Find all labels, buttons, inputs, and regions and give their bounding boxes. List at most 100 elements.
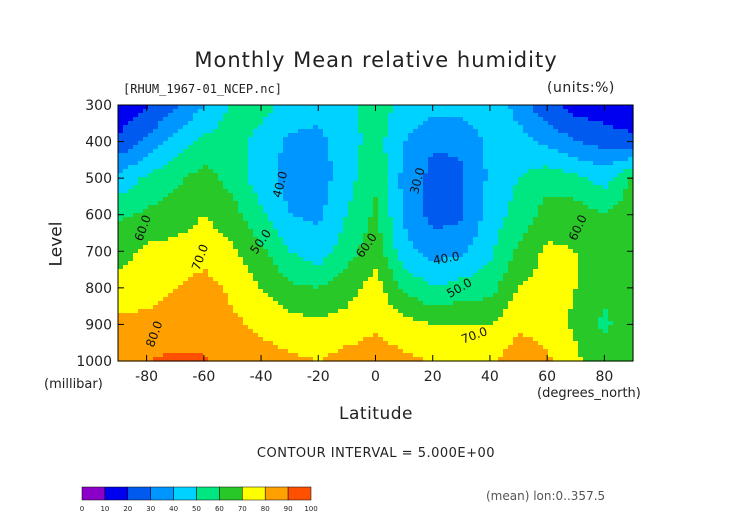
field-cell (578, 189, 584, 194)
field-cell (458, 133, 464, 138)
field-cell (203, 277, 209, 282)
field-cell (603, 197, 609, 202)
field-cell (558, 185, 564, 190)
field-cell (278, 261, 284, 266)
field-cell (383, 113, 389, 118)
field-cell (343, 221, 349, 226)
field-cell (253, 233, 259, 238)
field-cell (378, 261, 384, 266)
field-cell (378, 145, 384, 150)
field-cell (298, 289, 304, 294)
field-cell (148, 217, 154, 222)
field-cell (408, 109, 414, 114)
field-cell (193, 177, 199, 182)
field-cell (453, 217, 459, 222)
field-cell (233, 129, 239, 134)
field-cell (573, 261, 579, 266)
field-cell (523, 237, 529, 242)
field-cell (283, 181, 289, 186)
field-cell (313, 225, 319, 230)
field-cell (318, 185, 324, 190)
field-cell (363, 165, 369, 170)
field-cell (368, 133, 374, 138)
field-cell (318, 253, 324, 258)
field-cell (503, 257, 509, 262)
field-cell (208, 273, 214, 278)
field-cell (123, 257, 129, 262)
field-cell (623, 181, 629, 186)
field-cell (168, 273, 174, 278)
field-cell (613, 241, 619, 246)
field-cell (588, 213, 594, 218)
field-cell (443, 157, 449, 162)
field-cell (118, 205, 124, 210)
field-cell (213, 109, 219, 114)
field-cell (568, 185, 574, 190)
field-cell (243, 237, 249, 242)
field-cell (593, 181, 599, 186)
field-cell (363, 173, 369, 178)
field-cell (163, 117, 169, 122)
field-cell (283, 197, 289, 202)
field-cell (488, 113, 494, 118)
field-cell (258, 281, 264, 286)
field-cell (528, 209, 534, 214)
field-cell (128, 157, 134, 162)
field-cell (508, 285, 514, 290)
field-cell (413, 269, 419, 274)
field-cell (408, 193, 414, 198)
field-cell (618, 201, 624, 206)
field-cell (523, 173, 529, 178)
field-cell (343, 233, 349, 238)
field-cell (513, 121, 519, 126)
field-cell (153, 225, 159, 230)
field-cell (598, 161, 604, 166)
field-cell (118, 257, 124, 262)
field-cell (268, 273, 274, 278)
field-cell (228, 105, 234, 110)
field-cell (488, 245, 494, 250)
field-cell (283, 141, 289, 146)
field-cell (228, 253, 234, 258)
field-cell (588, 197, 594, 202)
field-cell (323, 245, 329, 250)
field-cell (298, 249, 304, 254)
field-cell (203, 157, 209, 162)
field-cell (493, 129, 499, 134)
field-cell (338, 133, 344, 138)
field-cell (393, 181, 399, 186)
field-cell (308, 297, 314, 302)
field-cell (408, 173, 414, 178)
field-cell (288, 201, 294, 206)
field-cell (393, 285, 399, 290)
field-cell (133, 293, 139, 298)
field-cell (368, 113, 374, 118)
field-cell (208, 157, 214, 162)
field-cell (538, 113, 544, 118)
field-cell (353, 189, 359, 194)
field-cell (258, 201, 264, 206)
field-cell (553, 281, 559, 286)
field-cell (573, 197, 579, 202)
field-cell (343, 285, 349, 290)
field-cell (498, 153, 504, 158)
field-cell (438, 273, 444, 278)
field-cell (233, 113, 239, 118)
field-cell (363, 161, 369, 166)
field-cell (333, 293, 339, 298)
field-cell (293, 217, 299, 222)
field-cell (583, 201, 589, 206)
field-cell (358, 205, 364, 210)
field-cell (568, 229, 574, 234)
field-cell (428, 197, 434, 202)
field-cell (448, 293, 454, 298)
field-cell (328, 165, 334, 170)
field-cell (623, 173, 629, 178)
field-cell (568, 285, 574, 290)
field-cell (468, 245, 474, 250)
field-cell (328, 277, 334, 282)
field-cell (468, 269, 474, 274)
field-cell (533, 233, 539, 238)
field-cell (443, 249, 449, 254)
field-cell (193, 117, 199, 122)
